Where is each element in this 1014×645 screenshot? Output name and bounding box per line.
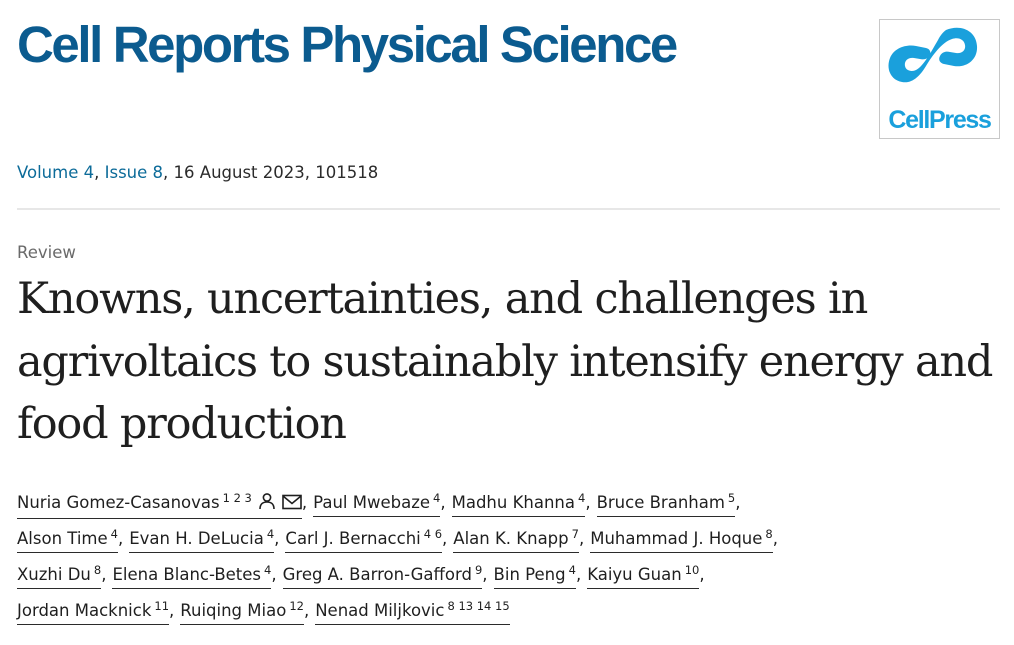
- author-affiliation: 4 6: [423, 527, 443, 541]
- author-affiliation: 12: [289, 599, 304, 613]
- author-name: Alan K. Knapp: [453, 529, 569, 548]
- author-separator: ,: [440, 493, 446, 512]
- author-link[interactable]: Elena Blanc-Betes 4: [112, 563, 272, 589]
- publication-date-and-id: , 16 August 2023, 101518: [163, 163, 379, 182]
- author-separator: ,: [482, 565, 488, 584]
- author-link[interactable]: Ruiqing Miao 12: [180, 599, 304, 625]
- author-name: Xuzhi Du: [17, 565, 91, 584]
- author-row: Alson Time 4, Evan H. DeLucia 4, Carl J. Ber…: [17, 521, 1007, 557]
- person-icon: [258, 492, 276, 517]
- author-link[interactable]: Alson Time 4: [17, 527, 118, 553]
- author-separator: ,: [575, 565, 582, 584]
- author-name: Nuria Gomez-Casanovas: [17, 493, 220, 512]
- author-link[interactable]: Jordan Macknick 11: [17, 599, 170, 625]
- author-separator: ,: [303, 601, 310, 620]
- author-separator: ,: [271, 565, 277, 584]
- author-name: Muhammad J. Hoque: [590, 529, 763, 548]
- author-separator: ,: [301, 493, 308, 512]
- author-name: Jordan Macknick: [17, 601, 152, 620]
- author-separator: ,: [101, 565, 107, 584]
- envelope-icon[interactable]: [282, 493, 302, 517]
- author-name: Bruce Branham: [596, 493, 725, 512]
- author-name: Elena Blanc-Betes: [112, 565, 262, 584]
- cellpress-logo-text: CellPress: [888, 106, 992, 134]
- article-title: Knowns, uncertainties, and challenges in…: [17, 274, 993, 449]
- author-affiliation: 4: [266, 527, 275, 541]
- cellpress-mark-icon: [888, 27, 978, 83]
- author-link[interactable]: Evan H. DeLucia 4: [129, 527, 275, 553]
- author-link[interactable]: Bruce Branham 5: [596, 491, 736, 517]
- author-name: Paul Mwebaze: [313, 493, 431, 512]
- author-separator: ,: [772, 529, 778, 548]
- author-link[interactable]: Alan K. Knapp 7: [453, 527, 579, 553]
- journal-title[interactable]: Cell Reports Physical Science: [17, 16, 678, 73]
- author-affiliation: 1 2 3: [222, 491, 252, 505]
- comma-separator: ,: [94, 163, 105, 182]
- author-affiliation: 11: [154, 599, 170, 613]
- author-name: Greg A. Barron-Gafford: [282, 565, 472, 584]
- author-row: Nuria Gomez-Casanovas 1 2 3, Paul Mwebaze 4…: [17, 485, 1007, 521]
- author-affiliation: 4: [568, 563, 576, 577]
- author-name: Kaiyu Guan: [587, 565, 682, 584]
- author-affiliation: 4: [264, 563, 272, 577]
- author-separator: ,: [699, 565, 705, 584]
- author-link[interactable]: Carl J. Bernacchi 4 6: [285, 527, 443, 553]
- author-separator: ,: [578, 529, 585, 548]
- issue-link[interactable]: Issue 8: [104, 163, 164, 182]
- author-name: Ruiqing Miao: [180, 601, 287, 620]
- author-list: Nuria Gomez-Casanovas 1 2 3, Paul Mwebaze 4…: [17, 485, 1007, 629]
- author-separator: ,: [735, 493, 741, 512]
- author-link[interactable]: Bin Peng 4: [493, 563, 576, 589]
- author-affiliation: 4: [110, 527, 118, 541]
- author-link[interactable]: Greg A. Barron-Gafford 9: [282, 563, 483, 589]
- cellpress-logo[interactable]: CellPress: [879, 19, 1000, 139]
- author-affiliation: 10: [684, 563, 700, 577]
- author-link[interactable]: Kaiyu Guan 10: [587, 563, 700, 589]
- author-affiliation: 7: [571, 527, 579, 541]
- author-affiliation: 8: [93, 563, 102, 577]
- volume-link[interactable]: Volume 4: [17, 163, 95, 182]
- author-affiliation: 4: [578, 491, 586, 505]
- author-separator: ,: [117, 529, 124, 548]
- author-affiliation: 8 13 14 15: [447, 599, 510, 613]
- author-affiliation: 5: [727, 491, 736, 505]
- publication-info: Volume 4, Issue 8, 16 August 2023, 10151…: [17, 160, 378, 186]
- author-link[interactable]: Madhu Khanna 4: [451, 491, 586, 517]
- article-type: Review: [17, 243, 76, 262]
- author-name: Alson Time: [17, 529, 108, 548]
- author-name: Carl J. Bernacchi: [285, 529, 421, 548]
- author-link[interactable]: Nuria Gomez-Casanovas 1 2 3: [17, 491, 302, 519]
- author-link[interactable]: Xuzhi Du 8: [17, 563, 102, 589]
- author-name: Bin Peng: [493, 565, 566, 584]
- author-affiliation: 9: [474, 563, 483, 577]
- author-name: Nenad Miljkovic: [315, 601, 445, 620]
- author-row: Jordan Macknick 11, Ruiqing Miao 12, Nenad M…: [17, 593, 1007, 629]
- author-affiliation: 8: [765, 527, 773, 541]
- author-link[interactable]: Paul Mwebaze 4: [313, 491, 441, 517]
- header-divider: [17, 208, 1000, 210]
- author-separator: ,: [274, 529, 280, 548]
- author-separator: ,: [442, 529, 448, 548]
- author-link[interactable]: Muhammad J. Hoque 8: [590, 527, 773, 553]
- author-link[interactable]: Nenad Miljkovic 8 13 14 15: [315, 599, 510, 625]
- author-separator: ,: [585, 493, 591, 512]
- author-affiliation: 4: [433, 491, 441, 505]
- author-separator: ,: [169, 601, 175, 620]
- author-row: Xuzhi Du 8, Elena Blanc-Betes 4, Greg A. Bar…: [17, 557, 1007, 593]
- author-name: Evan H. DeLucia: [129, 529, 264, 548]
- author-name: Madhu Khanna: [451, 493, 575, 512]
